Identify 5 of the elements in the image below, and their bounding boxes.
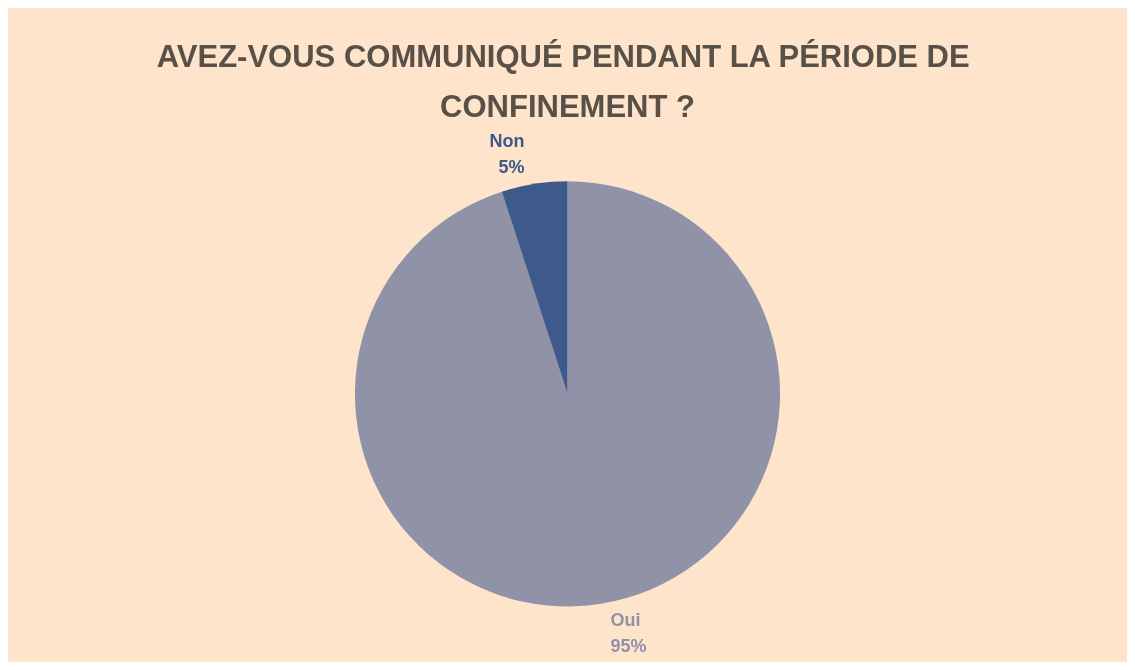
data-label: 95%: [610, 636, 647, 657]
slice-label: Oui: [610, 610, 641, 631]
data-label: 5%: [498, 157, 525, 178]
chart-title: AVEZ-VOUS COMMUNIQUÉ PENDANT LA PÉRIODE DE CONFINEMENT ?: [156, 38, 979, 124]
slice-label: Non: [489, 131, 525, 152]
